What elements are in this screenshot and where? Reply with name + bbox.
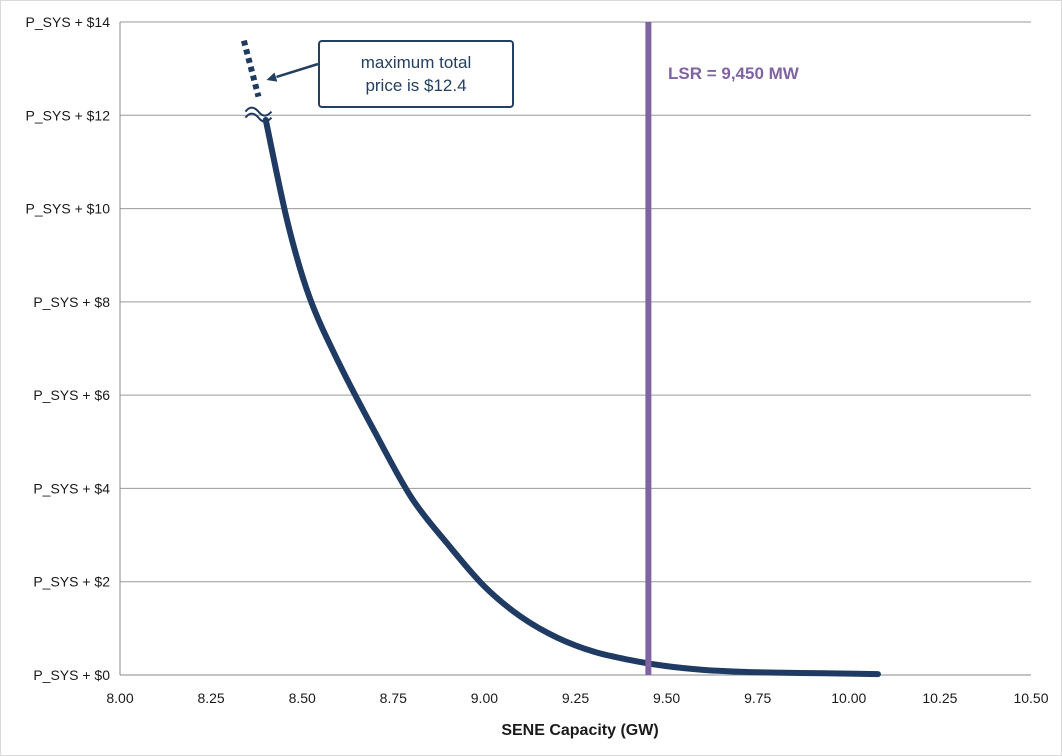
y-tick-label: P_SYS + $0	[33, 667, 110, 683]
x-axis-label: SENE Capacity (GW)	[501, 722, 658, 739]
dotted-extension-line	[240, 39, 262, 98]
callout-arrow-head	[266, 72, 278, 82]
annotation-layer	[266, 62, 319, 82]
axis-break-mark	[244, 112, 273, 123]
series-layer	[240, 39, 881, 678]
x-tick-label: 9.75	[744, 690, 771, 706]
y-tick-label: P_SYS + $10	[26, 201, 111, 217]
x-tick-label: 10.50	[1013, 690, 1048, 706]
x-tick-label: 9.25	[562, 690, 589, 706]
y-tick-labels: P_SYS + $0 P_SYS + $2 P_SYS + $4 P_SYS + $6…	[26, 14, 111, 683]
lsr-label: LSR = 9,450 MW	[668, 64, 799, 83]
x-tick-label: 8.25	[197, 690, 224, 706]
x-tick-label: 9.50	[653, 690, 680, 706]
x-tick-label: 10.00	[831, 690, 866, 706]
x-tick-label: 10.25	[922, 690, 957, 706]
max-price-callout: maximum total price is $12.4	[318, 40, 514, 108]
y-tick-label: P_SYS + $8	[33, 294, 110, 310]
x-tick-label: 8.00	[106, 690, 133, 706]
callout-line-2: price is $12.4	[365, 76, 467, 95]
x-tick-labels: 8.00 8.25 8.50 8.75 9.00 9.25 9.50 9.75 10.00 10.…	[106, 690, 1048, 706]
x-tick-label: 8.75	[380, 690, 407, 706]
x-tick-label: 8.50	[289, 690, 316, 706]
y-tick-label: P_SYS + $12	[26, 107, 111, 123]
y-tick-label: P_SYS + $14	[26, 14, 111, 30]
y-tick-label: P_SYS + $4	[33, 480, 110, 496]
callout-arrow-line	[276, 62, 319, 79]
price-curve-line	[262, 116, 881, 678]
callout-line-1: maximum total	[360, 53, 472, 72]
x-tick-label: 9.00	[471, 690, 498, 706]
y-tick-label: P_SYS + $6	[33, 387, 110, 403]
y-tick-label: P_SYS + $2	[33, 574, 110, 590]
axis-break-mark	[244, 106, 273, 117]
